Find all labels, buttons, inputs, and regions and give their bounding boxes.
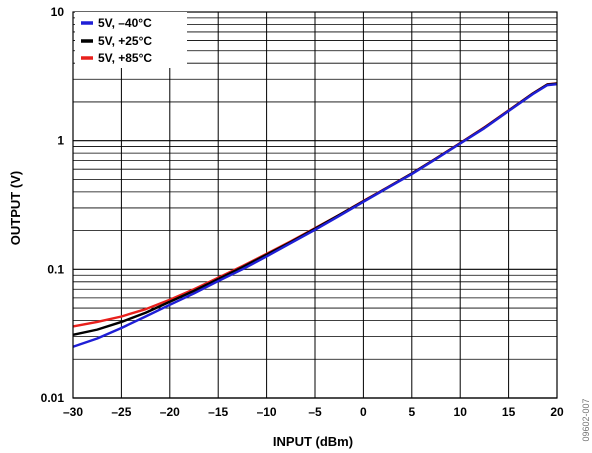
x-tick-label: –25 xyxy=(111,405,131,419)
y-tick-label: 10 xyxy=(51,5,65,19)
legend: 5V, –40°C 5V, +25°C 5V, +85°C xyxy=(75,12,187,68)
x-tick-label: 15 xyxy=(502,405,516,419)
x-tick-label: –10 xyxy=(257,405,277,419)
grid xyxy=(72,12,558,399)
plot-frame xyxy=(72,11,558,399)
x-tick-label: 10 xyxy=(454,405,468,419)
series-layer xyxy=(72,82,558,348)
x-tick-label: –30 xyxy=(63,405,83,419)
legend-label-2: 5V, +25°C xyxy=(98,34,152,48)
x-tick-label: 0 xyxy=(360,405,367,419)
legend-label-1: 5V, –40°C xyxy=(98,16,152,30)
figure-id: 09602-007 xyxy=(581,398,591,441)
legend-box xyxy=(75,12,187,68)
x-tick-label: 20 xyxy=(550,405,564,419)
x-tick-labels: –30 –25 –20 –15 –10 –5 0 5 10 15 20 xyxy=(63,405,564,419)
series-line xyxy=(72,82,558,348)
x-tick-label: –5 xyxy=(308,405,322,419)
legend-label-3: 5V, +85°C xyxy=(98,51,152,65)
y-tick-label: 0.01 xyxy=(41,391,65,405)
x-tick-label: 5 xyxy=(408,405,415,419)
x-tick-label: –20 xyxy=(160,405,180,419)
y-axis-title: OUTPUT (V) xyxy=(8,171,23,245)
x-axis-title: INPUT (dBm) xyxy=(273,434,353,449)
x-tick-label: –15 xyxy=(208,405,228,419)
y-tick-label: 1 xyxy=(57,134,64,148)
y-tick-labels: 0.01 0.1 1 10 xyxy=(41,5,65,405)
y-tick-label: 0.1 xyxy=(47,262,64,276)
